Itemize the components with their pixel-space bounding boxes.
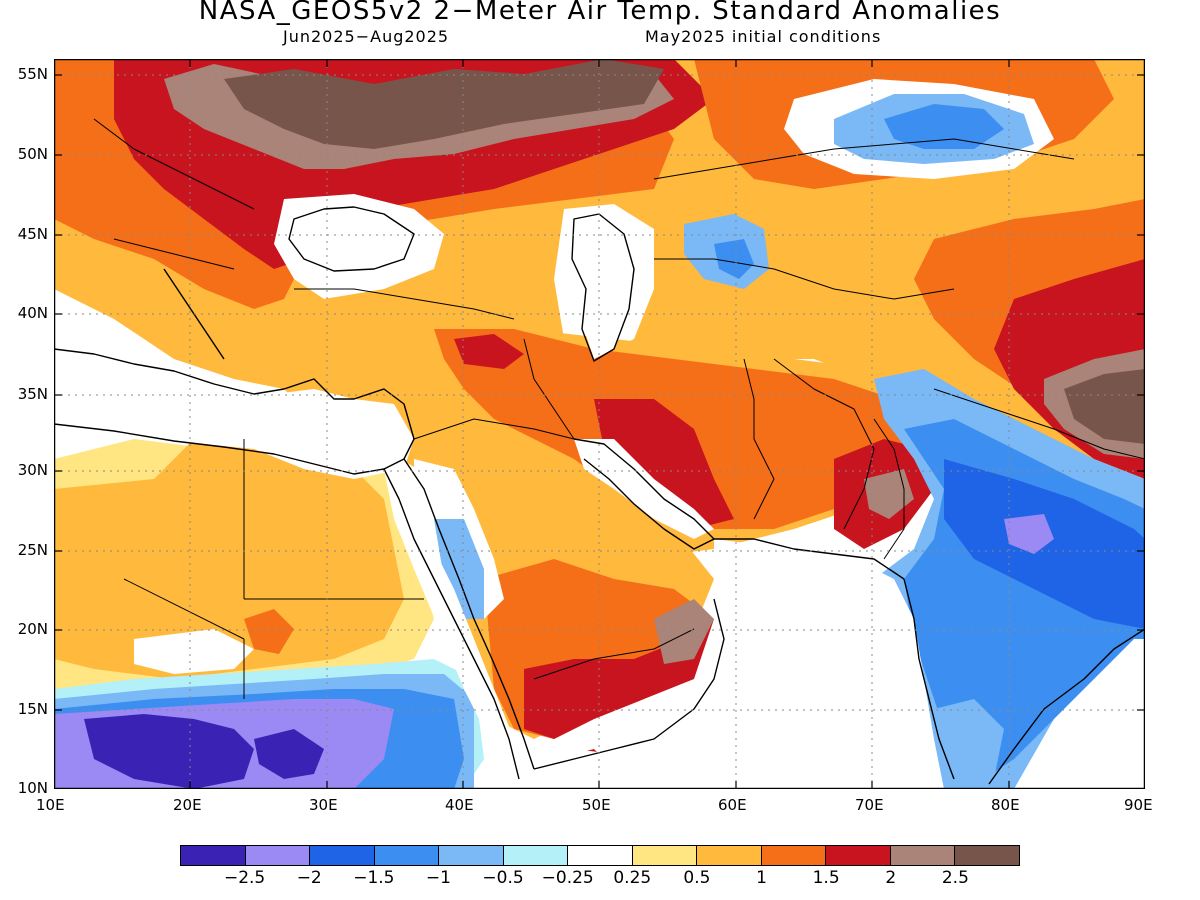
anomaly-region-iran-2a [594,399,734,529]
lat-label-40n: 40N [17,304,48,322]
caspian-sea [574,214,634,359]
colorbar-swatch [374,846,440,865]
colorbar-tick-label: −1.5 [353,868,395,888]
gulf-of-aden [524,749,654,789]
lat-label-10n: 10N [17,779,48,797]
lon-label-20e: 20E [173,796,202,814]
anomaly-map-canvas [54,59,1145,789]
lon-label-80e: 80E [991,796,1020,814]
anomaly-region-east-europe-2 [174,169,304,259]
forecast-period: Jun2025−Aug2025 [283,27,450,46]
lon-label-60e: 60E [718,796,747,814]
anomaly-region-russia-25b [224,59,664,149]
bay-of-bengal [1014,639,1145,789]
border-iran-afgh [743,358,775,520]
lon-label-50e: 50E [582,796,611,814]
coastline-mediterranean [54,348,415,475]
colorbar-tick-label: 2 [885,868,897,888]
lat-label-20n: 20N [17,620,48,638]
border-iran-iraq [523,338,575,440]
anomaly-region-sahel-m25 [84,714,254,789]
coastline-red-sea-east [403,458,535,770]
lat-label-35n: 35N [17,385,48,403]
border-kazakh-south [654,258,955,300]
graticule [54,59,1145,789]
border-saudi-yemen [533,628,695,680]
anomaly-region-tibet-25b [1064,369,1145,444]
mediterranean-sea [54,349,414,479]
anomaly-region-sahel-m25b [254,729,324,779]
lon-label-40e: 40E [445,796,474,814]
persian-gulf [574,439,714,539]
coastline-red-sea-west [383,468,520,780]
colorbar-tick-label: 0.5 [683,868,711,888]
coastline-india-west [903,578,955,780]
colorbar-swatch [181,846,246,865]
lon-label-10e: 10E [36,796,65,814]
colorbar-tick-label: −2 [296,868,322,888]
anomaly-region-egypt-1p5 [244,609,294,654]
coastline-iran-south [714,538,905,580]
colorbar-swatch [568,846,633,865]
anomaly-region-oman-25 [654,599,714,664]
colorbar-tick-label: 1.5 [812,868,840,888]
border-india-nepal [933,388,1145,460]
anomaly-region-sahara-1 [54,439,404,679]
coastline-arabia-south [533,598,725,770]
coastline-black-sea [288,206,415,272]
anomaly-region-iran-2b [454,334,524,369]
arabian-sea [614,539,944,789]
border-pak-india [873,418,905,560]
colorbar-tick-label: −0.5 [482,868,524,888]
colorbar-swatch [245,846,311,865]
map-title: NASA_GEOS5v2 2−Meter Air Temp. Standard … [198,0,1002,26]
lat-label-55n: 55N [17,65,48,83]
colorbar-tick-label: 1 [756,868,767,888]
border-afgh-pak [773,358,875,530]
colorbar-swatch [310,846,375,865]
initial-conditions-label: May2025 initial conditions [645,27,882,46]
axis-ticks [54,59,1145,789]
colorbar-swatch [632,846,698,865]
anomaly-region-pakistan-25 [864,469,914,519]
border-libya-chad [123,578,245,640]
colorbar-swatch [890,846,956,865]
anomaly-region-kazakhstan-m1 [884,104,1004,149]
colorbar-swatch [503,846,569,865]
lon-label-30e: 30E [309,796,338,814]
border-turkey [294,288,515,320]
anomaly-region-sudan-neutral [134,629,254,674]
anomaly-region-hejaz-blue [434,519,484,619]
colorbar-swatch [955,846,1019,865]
border-europe-1 [93,118,255,210]
border-europe-2 [113,238,235,270]
border-kazakh-russia [653,138,1075,180]
lat-label-30n: 30N [17,461,48,479]
lon-label-90e: 90E [1124,796,1153,814]
colorbar-tick-label: 2.5 [941,868,969,888]
lat-label-25n: 25N [17,541,48,559]
colorbar-tick-label: −1 [425,868,451,888]
lat-label-45n: 45N [17,225,48,243]
colorbar-tick-label: −0.25 [541,868,594,888]
colorbar-tick-label: −2.5 [223,868,266,888]
black-sea [294,209,414,269]
anomaly-region-aral-m1 [714,239,754,279]
anomaly-region-east-india-coast [934,699,1004,789]
lat-label-15n: 15N [17,700,48,718]
lon-label-70e: 70E [855,796,884,814]
anomaly-map [54,59,1145,789]
border-saudi-north [413,418,575,440]
anomaly-region-india-m2 [1004,514,1054,554]
lat-label-50n: 50N [17,145,48,163]
coastline-caspian [571,213,635,362]
coastline-india-east [988,628,1145,785]
colorbar-swatch [761,846,827,865]
colorbar-swatch [697,846,762,865]
colorbar-swatch [439,846,504,865]
colorbar-tick-label: 0.25 [613,868,652,888]
colorbar-swatch [826,846,891,865]
colorbar [180,845,1020,866]
